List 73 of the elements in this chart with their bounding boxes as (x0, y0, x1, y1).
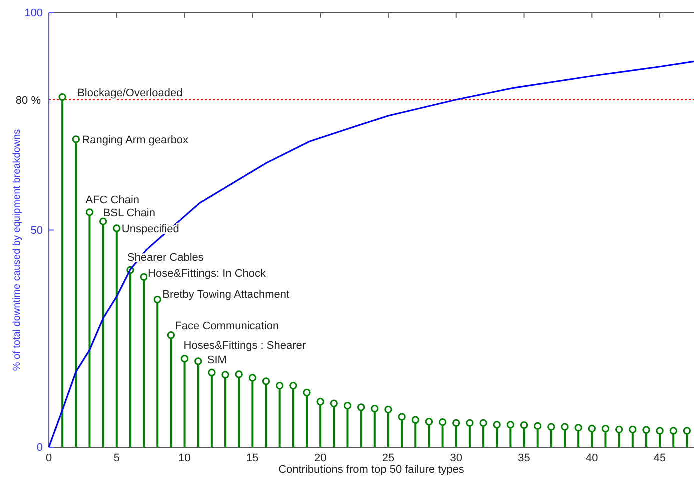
point (561, 423, 569, 431)
point (480, 419, 488, 427)
x-tick-label: 35 (518, 452, 530, 464)
point (629, 426, 637, 434)
point (412, 416, 420, 424)
point (466, 419, 474, 427)
y-tick-label: 50 (30, 224, 43, 237)
point (642, 426, 650, 434)
point (602, 424, 610, 433)
x-tick-label: 5 (114, 452, 120, 464)
point (154, 296, 162, 304)
x-tick-label: 25 (382, 452, 395, 464)
annotation: Bretby Towing Attachment (162, 288, 290, 301)
point (398, 413, 406, 421)
point (194, 358, 202, 366)
point (384, 406, 392, 414)
point (167, 332, 176, 340)
point (58, 93, 66, 102)
point (248, 374, 257, 382)
point (262, 378, 270, 386)
point (520, 422, 528, 430)
point (548, 423, 556, 431)
point (670, 427, 678, 435)
point (683, 427, 692, 435)
annotation: Blockage/Overloaded (78, 87, 183, 100)
point (72, 136, 80, 144)
line-series (48, 60, 694, 448)
point (344, 402, 352, 410)
y-tick-label: 0 (36, 442, 43, 454)
point (534, 422, 542, 430)
point (425, 418, 434, 426)
point (506, 421, 515, 429)
point (235, 370, 243, 378)
point (452, 419, 460, 427)
point (290, 382, 298, 390)
x-tick-label: 20 (314, 452, 327, 464)
point (113, 224, 121, 232)
annotation: Face Communication (175, 320, 280, 332)
point (86, 208, 94, 216)
y-tick-label: 100 (24, 8, 43, 20)
annotation: SIM (207, 354, 227, 366)
x-tick-label: 0 (46, 452, 52, 464)
point (330, 400, 338, 408)
annotation: Ranging Arm gearbox (82, 134, 190, 146)
x-tick-label: 10 (178, 452, 191, 464)
point (316, 398, 324, 406)
x-tick-label: 45 (654, 452, 666, 464)
point (99, 218, 108, 226)
annotation: AFC Chain (86, 194, 140, 206)
x-tick-label: 15 (246, 452, 259, 464)
point (222, 371, 230, 379)
point (371, 404, 379, 413)
point (438, 418, 447, 426)
annotation: BSL Chain (103, 208, 156, 220)
x-tick-label: 30 (450, 452, 462, 464)
annotation: Hose&Fittings: In Chock (148, 268, 267, 280)
point (140, 273, 148, 282)
point (303, 388, 311, 397)
point (357, 404, 366, 412)
point (208, 368, 216, 377)
point (588, 424, 596, 433)
point (493, 421, 501, 429)
point (180, 355, 189, 363)
point (615, 426, 624, 434)
y-axis-title: % of total downtime caused by equipment breakdowns (12, 129, 23, 372)
annotation: Hoses&Fittings : Shearer (184, 340, 306, 352)
point (656, 427, 664, 435)
x-tick-label: 40 (586, 452, 598, 464)
point (276, 382, 284, 390)
point (126, 266, 134, 274)
point (574, 424, 582, 432)
x-axis-title: Contributions from top 50 failure types (278, 464, 465, 476)
ref-line-label: 80 % (16, 94, 42, 107)
